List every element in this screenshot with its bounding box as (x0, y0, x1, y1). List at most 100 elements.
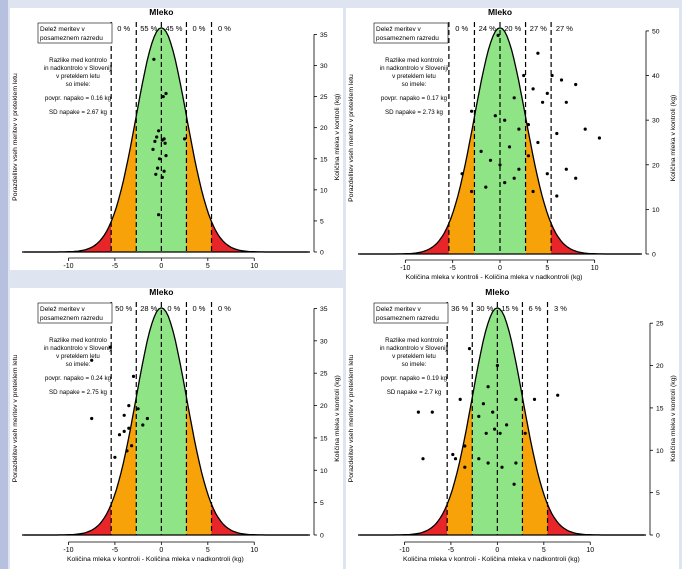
data-point (451, 452, 455, 457)
class-share-label: 55 % (140, 24, 157, 33)
data-point (597, 136, 601, 140)
y-tick-label: 10 (320, 187, 328, 194)
data-point (163, 141, 167, 145)
class-share-label: 27 % (556, 24, 573, 33)
sd-error-text: SD napake = 2.73 kg (385, 109, 444, 116)
data-point (117, 433, 122, 437)
data-point (493, 427, 497, 431)
data-point (153, 139, 157, 143)
note-line: in nadkontrolo v Sloveniji (44, 345, 112, 352)
data-point (136, 407, 140, 411)
data-point (131, 374, 136, 378)
y-tick-label: 50 (652, 28, 660, 35)
note-line: in nadkontrolo v Sloveniji (44, 65, 112, 72)
y-tick-label: 20 (652, 162, 660, 169)
y-tick-label: 0 (320, 250, 324, 257)
x-tick-label: -5 (448, 547, 454, 554)
legend-line-2: posameznem razredu (40, 315, 103, 322)
data-point (532, 397, 537, 401)
y-axis-label: Porazdelitev vseh meritev v preteklem le… (348, 74, 355, 202)
y-tick-label: 25 (320, 371, 328, 378)
data-point (113, 455, 117, 459)
region-far-right (211, 504, 309, 535)
x-tick-label: 10 (250, 263, 258, 270)
data-point (564, 100, 568, 104)
y2-axis-label: Količina mleka v kontroli (kg) (334, 94, 341, 181)
data-point (154, 172, 158, 176)
x-tick-label: -5 (450, 265, 456, 272)
data-point (90, 416, 94, 421)
slide-edge (0, 0, 8, 569)
sd-error-text: SD napake = 2.67 kg (49, 109, 108, 116)
data-point (559, 78, 564, 82)
data-point (470, 109, 474, 113)
data-point (162, 169, 166, 173)
note-line: v preteklem letu (56, 353, 100, 360)
legend-box (37, 302, 113, 324)
note-line: Razlike med kontrolo (385, 57, 443, 64)
data-point (531, 87, 535, 91)
sd-error-text: SD napake = 2.75 kg (49, 389, 108, 396)
data-point (152, 57, 156, 61)
data-point (512, 176, 516, 180)
data-point (183, 137, 187, 141)
x-tick-label: 0 (498, 265, 502, 272)
data-point (503, 118, 507, 122)
mean-error-text: povpr. napako = 0.24 kg (45, 375, 112, 382)
data-point (127, 404, 131, 408)
x-tick-label: -10 (400, 265, 410, 272)
note-line: so imele: (66, 361, 91, 368)
data-point (536, 140, 540, 145)
x-tick-label: -10 (63, 547, 73, 554)
y2-axis-label: Količina mleka v kontroli (kg) (670, 95, 677, 182)
data-point (488, 158, 493, 162)
note-line: Razlike med kontrolo (385, 337, 443, 344)
region-far-right (551, 223, 641, 254)
y-tick-label: 25 (320, 94, 328, 101)
data-point (507, 145, 512, 149)
data-point (512, 482, 516, 486)
data-point (541, 100, 545, 104)
y-tick-label: 35 (320, 306, 328, 313)
data-point (564, 167, 568, 171)
data-point (164, 91, 168, 96)
data-point (161, 95, 165, 99)
data-point (484, 185, 488, 189)
data-point (514, 397, 518, 401)
x-tick-label: 5 (542, 547, 546, 554)
data-point (416, 410, 420, 414)
data-point (421, 457, 425, 461)
data-point (523, 431, 527, 435)
chart-title: Mleko (488, 8, 512, 17)
data-point (517, 167, 521, 171)
data-point (470, 189, 474, 194)
legend-line-2: posameznem razredu (40, 35, 103, 42)
data-point (122, 413, 126, 417)
y-axis-label: Porazdelitev vseh meritev v preteklem le… (12, 73, 19, 201)
data-point (164, 154, 168, 158)
y-tick-label: 30 (320, 338, 328, 345)
x-tick-label: -10 (399, 547, 409, 554)
legend-box (373, 22, 449, 44)
x-axis-label: Količina mleka v kontroli - Količina mle… (406, 274, 583, 281)
data-point (496, 33, 500, 37)
class-share-label: 3 % (554, 304, 567, 313)
y-tick-label: 10 (652, 207, 660, 214)
class-share-label: 50 % (115, 304, 132, 313)
y-tick-label: 15 (656, 405, 664, 412)
y-tick-label: 0 (320, 533, 324, 540)
data-point (156, 166, 160, 170)
y-tick-label: 5 (320, 218, 324, 225)
data-point (463, 444, 467, 448)
sd-error-text: SD napake = 2.7 kg (387, 389, 442, 396)
data-point (157, 129, 161, 133)
class-share-label: 28 % (140, 304, 157, 313)
data-point (90, 358, 94, 362)
data-point (493, 114, 497, 118)
y-tick-label: 20 (656, 363, 664, 370)
data-point (145, 416, 149, 421)
data-point (486, 461, 490, 465)
class-share-label: 0 % (218, 24, 231, 33)
class-share-label: 15 % (501, 304, 518, 313)
y-tick-label: 15 (320, 156, 328, 163)
